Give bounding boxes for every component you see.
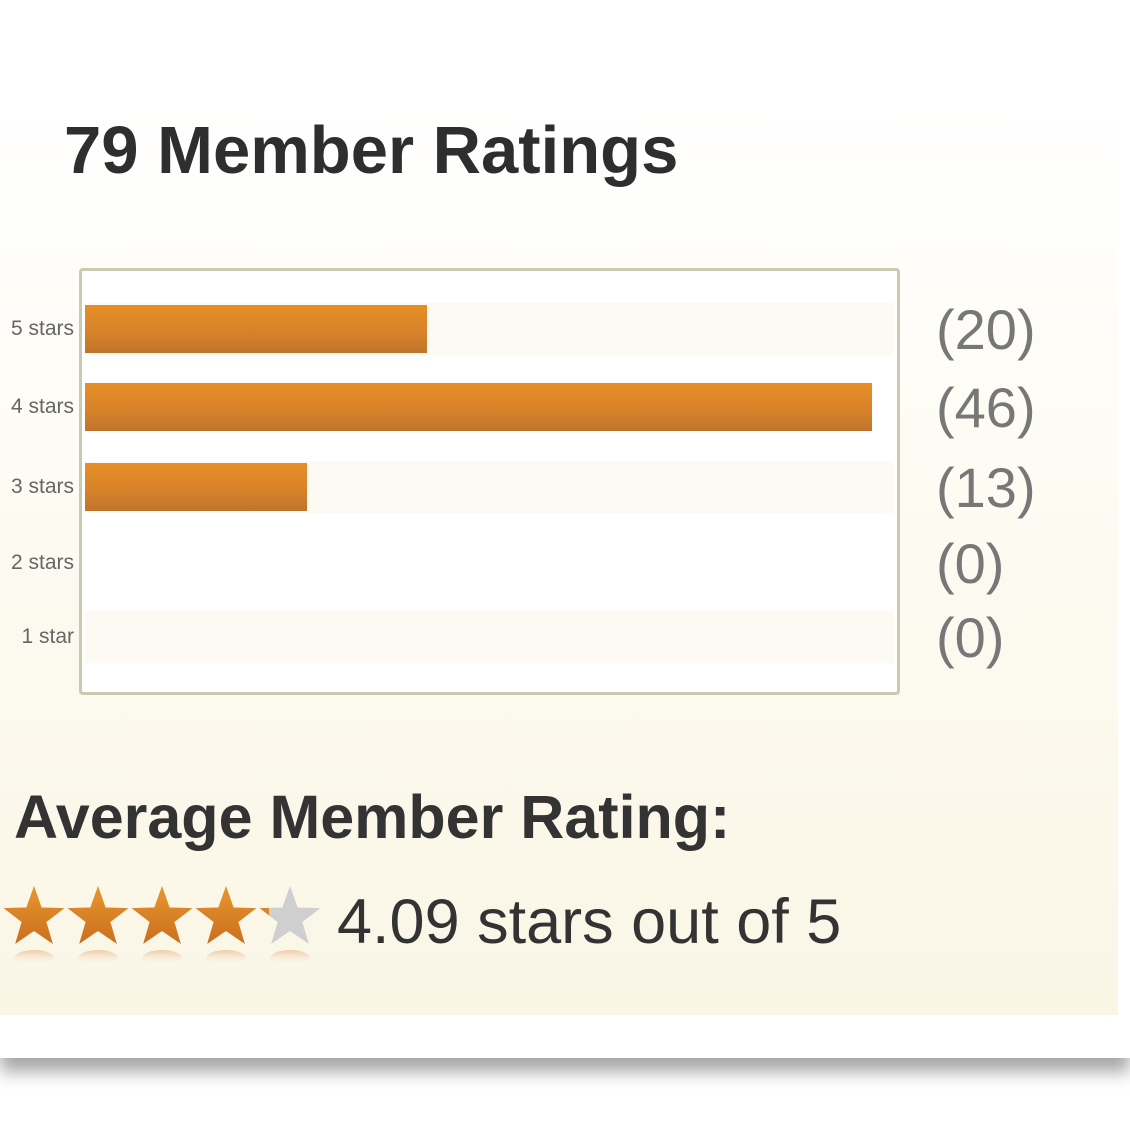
- rating-label: 2 stars: [10, 551, 74, 574]
- rating-count: (46): [936, 376, 1036, 439]
- rating-bar: [85, 463, 308, 511]
- average-rating-text: 4.09 stars out of 5: [337, 887, 842, 957]
- rating-count: (20): [936, 298, 1036, 361]
- rating-count: (0): [936, 532, 1005, 595]
- rating-bar: [85, 383, 872, 431]
- star-icon: [259, 886, 321, 966]
- star-icon: [131, 886, 193, 966]
- rating-label: 1 star: [21, 625, 74, 648]
- ratings-histogram: [79, 268, 900, 695]
- rating-row: [85, 537, 894, 589]
- rating-row: [85, 303, 894, 355]
- rating-count: (13): [936, 456, 1036, 519]
- average-rating-heading: Average Member Rating:: [14, 783, 731, 851]
- rating-label: 5 stars: [10, 317, 74, 340]
- rating-bar: [85, 305, 428, 353]
- star-icon: [67, 886, 129, 966]
- rating-count: (0): [936, 606, 1005, 669]
- rating-label: 4 stars: [10, 395, 74, 418]
- star-icon: [195, 886, 257, 966]
- rating-row: [85, 381, 894, 433]
- star-icon: [3, 886, 65, 966]
- rating-label: 3 stars: [10, 475, 74, 498]
- ratings-title: 79 Member Ratings: [64, 113, 679, 188]
- star-rating-display: [3, 886, 321, 966]
- rating-row: [85, 611, 894, 663]
- rating-row: [85, 461, 894, 513]
